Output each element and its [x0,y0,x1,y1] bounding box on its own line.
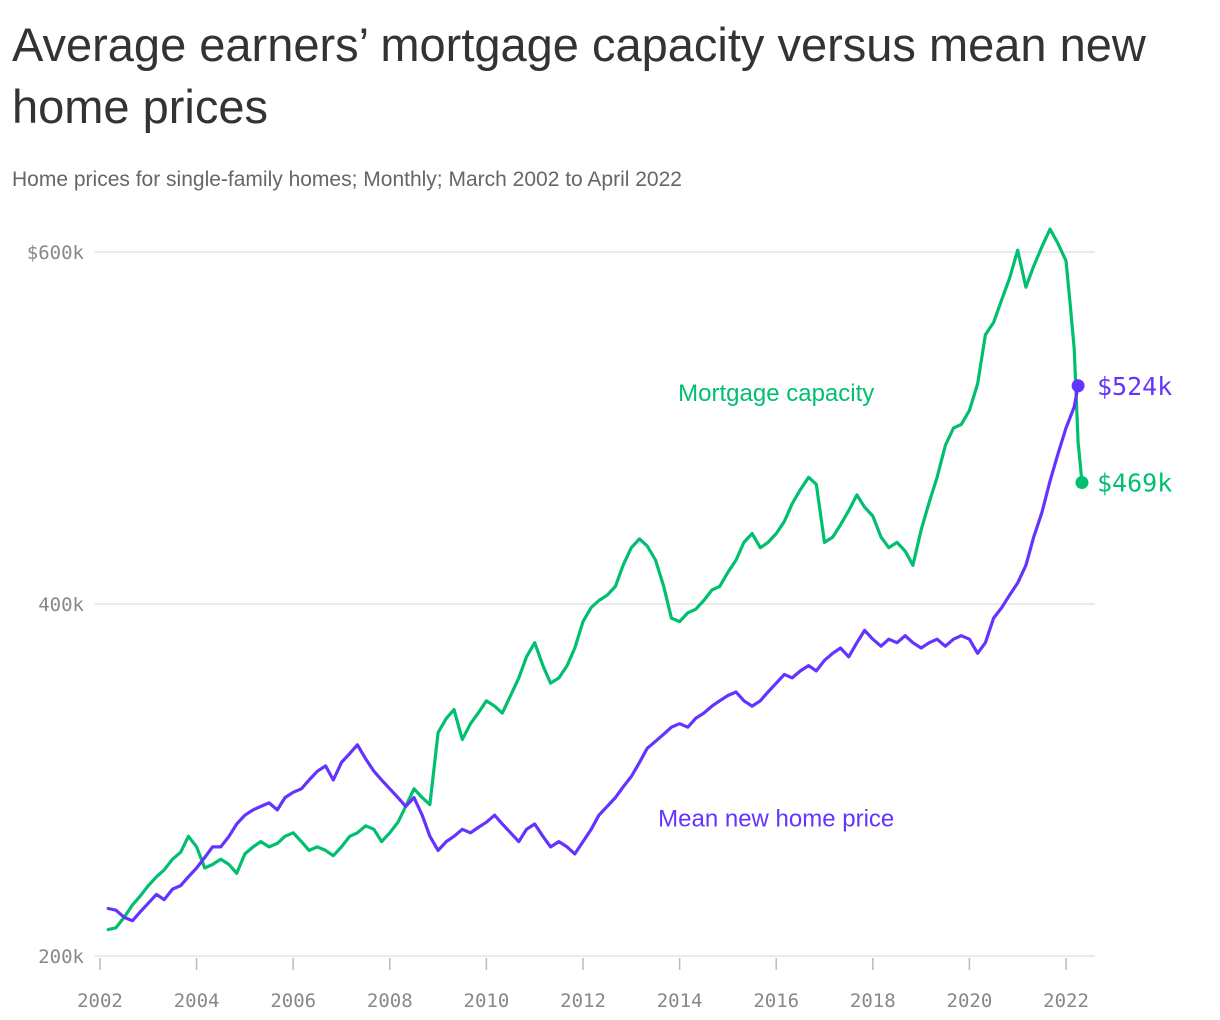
x-tick-label: 2016 [753,990,799,1012]
x-tick-label: 2020 [947,990,993,1012]
annotation-mortgage-capacity: Mortgage capacity [678,380,874,407]
chart-title: Average earners’ mortgage capacity versu… [12,18,1146,133]
chart-subtitle: Home prices for single-family homes; Mon… [12,168,682,191]
x-tick-label: 2002 [77,990,123,1012]
annotation-mean-new-home-price: Mean new home price [658,806,894,833]
series-line-mortgage-capacity [106,227,1084,932]
x-tick-label: 2014 [657,990,703,1012]
series-lines [106,227,1089,932]
y-tick-label: 200k [38,946,84,968]
x-tick-label: 2004 [174,990,220,1012]
x-tick-label: 2006 [270,990,316,1012]
end-label-mortgage-capacity: $469k [1097,469,1172,498]
series-line-mean-new-home-price [106,384,1080,923]
x-tick-label: 2010 [464,990,510,1012]
end-point-mortgage-capacity [1075,476,1089,490]
series-annotations: $469k $524k Mortgage capacity Mean new home… [658,372,1172,833]
x-tick-label: 2022 [1043,990,1089,1012]
x-tick-label: 2008 [367,990,413,1012]
y-axis-ticks: 200k 400k $600k [27,242,85,968]
y-tick-label: 400k [38,594,84,616]
x-axis-ticks: 2002 2004 2006 2008 2010 2012 2014 2016 2018 2020… [77,958,1089,1012]
end-point-mean-new-home-price [1071,379,1085,393]
x-tick-label: 2012 [560,990,606,1012]
x-tick-label: 2018 [850,990,896,1012]
y-tick-label: $600k [27,242,85,264]
end-label-mean-new-home-price: $524k [1097,372,1172,401]
